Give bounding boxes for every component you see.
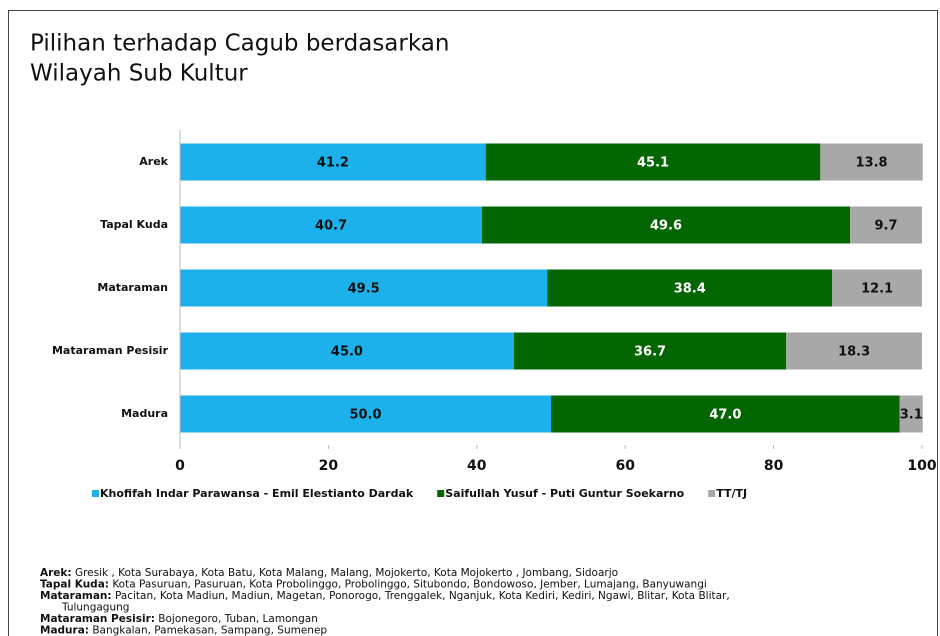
note-text: Bojonegoro, Tuban, Lamongan — [155, 613, 318, 625]
x-tick-label: 60 — [615, 458, 635, 474]
note: Tulungagung — [61, 602, 129, 614]
bar-segment — [786, 332, 922, 370]
bar-segment — [899, 395, 923, 433]
bar-segment — [180, 143, 486, 181]
value-label: 45.1 — [637, 156, 669, 171]
note-text: Pacitan, Kota Madiun, Madiun, Magetan, P… — [112, 590, 730, 602]
bar-segment — [513, 332, 787, 370]
value-label: 40.7 — [315, 219, 347, 234]
bar-segment — [485, 143, 821, 181]
note: Madura: Bangkalan, Pamekasan, Sampang, S… — [40, 625, 327, 636]
note-label: Mataraman Pesisir: — [40, 613, 155, 625]
value-label: 36.7 — [634, 345, 666, 360]
value-label: 49.5 — [348, 282, 380, 297]
note: Mataraman Pesisir: Bojonegoro, Tuban, La… — [40, 613, 318, 625]
note-text: Tulungagung — [61, 602, 129, 614]
note-text: Gresik , Kota Surabaya, Kota Batu, Kota … — [72, 567, 618, 579]
value-label: 49.6 — [650, 219, 682, 234]
x-tick-label: 0 — [175, 458, 185, 474]
bar-segment — [481, 206, 851, 244]
legend-label: TT/TJ — [716, 487, 747, 500]
note-label: Mataraman: — [40, 590, 112, 602]
bar-segment — [820, 143, 923, 181]
legend-label: Saifullah Yusuf - Puti Guntur Soekarno — [445, 487, 684, 500]
note-label: Madura: — [40, 625, 89, 636]
legend-label: Khofifah Indar Parawansa - Emil Elestian… — [100, 487, 414, 500]
frame — [8, 10, 938, 636]
bar-segment — [547, 269, 833, 307]
value-label: 38.4 — [674, 282, 706, 297]
x-tick-label: 80 — [764, 458, 784, 474]
bar-segment — [832, 269, 922, 307]
note-label: Arek: — [40, 567, 72, 579]
legend-swatch — [708, 490, 716, 497]
note-text: Bangkalan, Pamekasan, Sampang, Sumenep — [89, 625, 327, 636]
bar-segment — [180, 332, 514, 370]
bar-segment — [850, 206, 922, 244]
note: Tapal Kuda: Kota Pasuruan, Pasuruan, Kot… — [40, 579, 707, 591]
chart-title: Pilihan terhadap Cagub berdasarkan — [30, 31, 449, 57]
value-label: 50.0 — [349, 408, 381, 423]
value-label: 18.3 — [838, 345, 870, 360]
note-text: Kota Pasuruan, Pasuruan, Kota Probolingg… — [109, 579, 707, 591]
y-tick-label: Mataraman Pesisir — [52, 344, 169, 357]
value-label: 9.7 — [874, 219, 897, 234]
value-label: 47.0 — [709, 408, 741, 423]
bar-segment — [180, 206, 482, 244]
note: Arek: Gresik , Kota Surabaya, Kota Batu,… — [40, 567, 618, 579]
bar-segment — [551, 395, 900, 433]
x-tick-label: 100 — [907, 458, 936, 474]
x-tick-label: 20 — [319, 458, 339, 474]
chart-title: Wilayah Sub Kultur — [30, 61, 248, 87]
value-label: 45.0 — [331, 345, 363, 360]
note: Mataraman: Pacitan, Kota Madiun, Madiun,… — [40, 590, 730, 602]
value-label: 13.8 — [856, 156, 888, 171]
bar-segment — [180, 395, 551, 433]
note-label: Tapal Kuda: — [40, 579, 109, 591]
value-label: 12.1 — [861, 282, 893, 297]
x-tick-label: 40 — [467, 458, 487, 474]
legend-swatch — [92, 490, 99, 497]
bar-segment — [180, 269, 548, 307]
value-label: 41.2 — [317, 156, 349, 171]
legend-swatch — [437, 490, 445, 497]
value-label: 3.1 — [900, 408, 923, 423]
y-tick-label: Mataraman — [97, 281, 168, 294]
y-tick-label: Arek — [139, 155, 168, 168]
y-tick-label: Madura — [121, 407, 168, 420]
y-tick-label: Tapal Kuda — [100, 218, 168, 231]
